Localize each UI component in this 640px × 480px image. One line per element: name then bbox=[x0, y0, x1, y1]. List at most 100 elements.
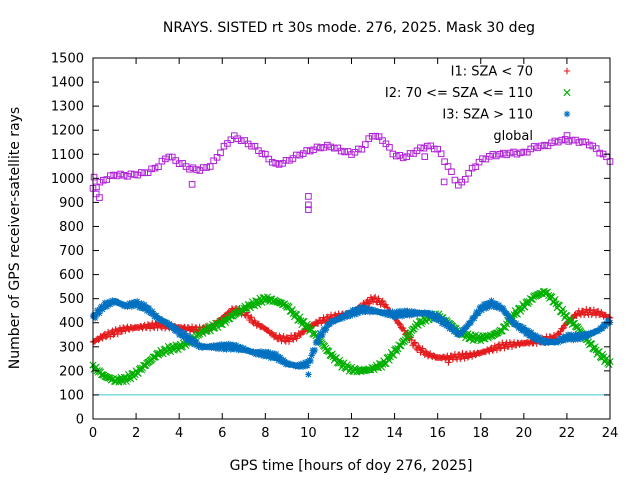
y-tick-label: 400 bbox=[59, 316, 84, 331]
data-point bbox=[136, 304, 143, 311]
data-point bbox=[572, 331, 579, 338]
legend-label-4: global bbox=[493, 129, 533, 144]
data-point bbox=[282, 157, 290, 164]
y-tick-label: 900 bbox=[59, 196, 84, 211]
data-point bbox=[347, 312, 354, 320]
data-point bbox=[603, 320, 610, 327]
data-point bbox=[99, 335, 106, 342]
data-point bbox=[568, 136, 576, 144]
data-point bbox=[501, 345, 508, 352]
data-point bbox=[324, 141, 331, 149]
data-point bbox=[183, 337, 190, 344]
data-point bbox=[144, 321, 152, 328]
data-point bbox=[314, 339, 322, 346]
legend-marker-1 bbox=[563, 67, 571, 75]
data-point bbox=[471, 315, 478, 322]
data-point bbox=[355, 145, 362, 153]
series-2 bbox=[89, 287, 614, 386]
data-point bbox=[559, 305, 567, 313]
data-point bbox=[422, 348, 430, 355]
data-point bbox=[562, 336, 570, 344]
outlier-point bbox=[305, 371, 312, 378]
data-point bbox=[517, 149, 524, 157]
data-point bbox=[178, 327, 185, 335]
data-point bbox=[490, 303, 497, 311]
data-point bbox=[577, 335, 585, 343]
data-point bbox=[540, 336, 547, 343]
data-point bbox=[241, 137, 248, 144]
data-point bbox=[223, 346, 230, 353]
data-point bbox=[582, 333, 589, 341]
data-point bbox=[479, 155, 486, 162]
data-point bbox=[214, 342, 222, 349]
data-point bbox=[330, 144, 338, 152]
data-point bbox=[458, 329, 465, 337]
data-point bbox=[564, 331, 572, 338]
data-point bbox=[303, 147, 310, 154]
data-point bbox=[110, 331, 117, 338]
data-point bbox=[570, 336, 577, 344]
data-point bbox=[430, 145, 438, 153]
data-point bbox=[290, 336, 297, 343]
data-point bbox=[235, 346, 242, 354]
data-point bbox=[146, 325, 154, 332]
x-tick-label: 12 bbox=[343, 426, 360, 441]
legend-label-1: I1: SZA < 70 bbox=[451, 65, 533, 80]
data-point bbox=[283, 334, 291, 341]
data-point bbox=[275, 357, 282, 364]
data-point bbox=[355, 308, 363, 315]
data-point bbox=[467, 318, 475, 326]
data-point bbox=[579, 330, 587, 337]
data-point bbox=[162, 155, 169, 163]
data-point bbox=[475, 309, 482, 317]
data-point bbox=[175, 160, 183, 168]
data-point bbox=[229, 341, 237, 349]
data-point bbox=[448, 168, 455, 175]
data-point bbox=[399, 154, 407, 162]
x-tick-label: 22 bbox=[559, 426, 576, 441]
data-point bbox=[364, 304, 371, 312]
data-point bbox=[435, 317, 442, 324]
data-point bbox=[319, 331, 326, 339]
data-point bbox=[489, 151, 497, 158]
data-point bbox=[430, 312, 437, 319]
data-point bbox=[248, 142, 255, 150]
data-point bbox=[227, 136, 235, 144]
data-point bbox=[268, 158, 276, 166]
data-point bbox=[480, 300, 488, 308]
data-point bbox=[566, 335, 574, 343]
data-point bbox=[513, 150, 521, 158]
data-point bbox=[379, 297, 386, 305]
data-point bbox=[452, 327, 460, 335]
x-axis: 0 2 4 6 8 10 12 14 16 18 20 22 24 bbox=[89, 58, 618, 441]
data-point bbox=[424, 142, 431, 150]
data-point bbox=[103, 176, 111, 183]
data-point bbox=[396, 321, 404, 328]
data-point bbox=[439, 318, 447, 325]
data-point bbox=[444, 163, 452, 170]
data-point bbox=[127, 170, 135, 178]
data-point bbox=[366, 308, 374, 316]
y-tick-label: 1500 bbox=[51, 52, 84, 67]
data-point bbox=[323, 324, 330, 331]
y-tick-label: 500 bbox=[59, 292, 84, 307]
data-point bbox=[555, 339, 562, 346]
data-point bbox=[285, 303, 293, 311]
data-point bbox=[275, 161, 283, 168]
data-point bbox=[425, 309, 433, 317]
data-point bbox=[445, 320, 452, 328]
data-point bbox=[493, 346, 501, 354]
data-point bbox=[93, 183, 100, 191]
data-point bbox=[482, 305, 490, 312]
data-point bbox=[272, 159, 279, 167]
data-point bbox=[150, 323, 157, 331]
data-point bbox=[341, 148, 348, 156]
data-point bbox=[451, 176, 459, 184]
data-point bbox=[406, 312, 413, 319]
data-point bbox=[117, 170, 124, 178]
data-point bbox=[524, 327, 532, 334]
data-point bbox=[590, 306, 598, 313]
data-point bbox=[520, 324, 528, 331]
x-tick-label: 14 bbox=[386, 426, 403, 441]
